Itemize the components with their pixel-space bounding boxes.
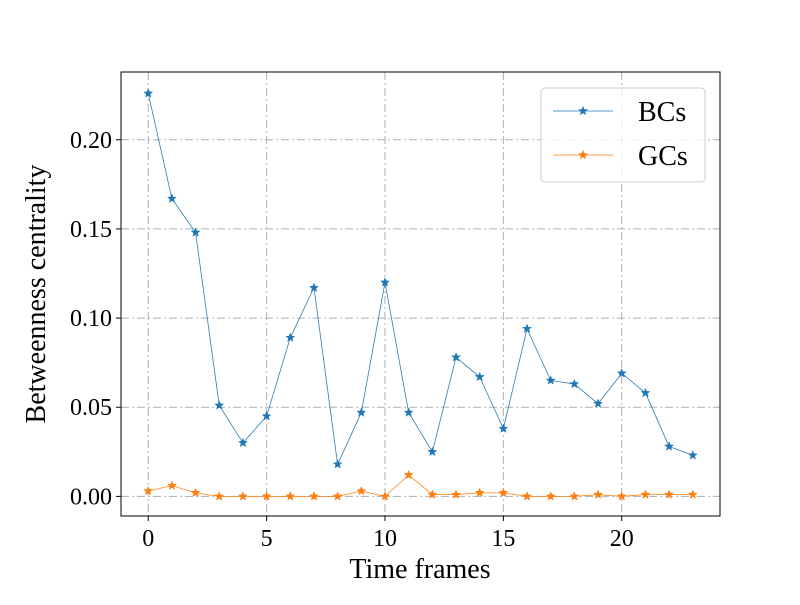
data-point-gcs — [403, 469, 414, 480]
data-point-gcs — [214, 491, 225, 501]
data-point-gcs — [569, 491, 580, 501]
data-point-gcs — [143, 485, 154, 496]
data-point-bcs — [474, 371, 485, 382]
y-tick-label: 0.05 — [70, 395, 112, 421]
legend-marker-bcs — [577, 105, 589, 116]
data-point-gcs — [261, 491, 272, 501]
data-point-bcs — [356, 407, 367, 417]
plot-area-frame — [120, 71, 721, 517]
data-point-gcs — [308, 491, 320, 501]
data-point-bcs — [569, 378, 580, 389]
x-tick-label: 0 — [142, 526, 154, 552]
data-point-gcs — [593, 489, 604, 499]
legend: BCs GCs — [540, 87, 706, 183]
series-line-bcs — [147, 93, 693, 465]
data-point-bcs — [143, 88, 154, 98]
data-point-bcs — [285, 332, 296, 342]
data-point-bcs — [450, 351, 462, 362]
data-point-gcs — [379, 491, 391, 501]
data-point-bcs — [498, 423, 509, 433]
data-point-bcs — [616, 368, 627, 378]
data-point-gcs — [332, 491, 343, 501]
data-point-bcs — [521, 323, 533, 334]
data-point-gcs — [545, 491, 556, 501]
data-point-gcs — [166, 480, 177, 490]
data-point-bcs — [403, 407, 414, 417]
data-point-bcs — [190, 227, 201, 237]
legend-label-bcs: BCs — [638, 97, 686, 128]
data-point-bcs — [427, 446, 438, 457]
data-point-gcs — [356, 485, 367, 496]
y-tick-label: 0.00 — [70, 484, 112, 510]
x-tick-label: 20 — [610, 526, 634, 552]
data-point-gcs — [427, 489, 438, 499]
data-point-bcs — [308, 282, 320, 293]
series-bcs — [143, 88, 698, 469]
x-axis-label: Time frames — [349, 554, 490, 585]
data-point-gcs — [285, 491, 296, 501]
data-point-bcs — [237, 437, 248, 448]
data-point-bcs — [593, 398, 604, 408]
data-point-gcs — [664, 489, 675, 499]
data-point-gcs — [474, 487, 485, 498]
data-point-gcs — [450, 489, 462, 499]
y-axis-label: Betweenness centrality — [21, 165, 52, 424]
legend-label-gcs: GCs — [638, 141, 688, 172]
data-point-gcs — [190, 487, 201, 498]
series-layer — [143, 88, 698, 501]
data-point-bcs — [261, 410, 272, 421]
x-tick-label: 5 — [261, 526, 273, 552]
data-point-gcs — [237, 491, 248, 501]
data-point-bcs — [166, 193, 177, 203]
data-point-bcs — [664, 441, 675, 451]
x-tick-label: 15 — [491, 526, 515, 552]
data-point-bcs — [379, 277, 391, 287]
y-tick-label: 0.10 — [70, 306, 112, 332]
data-point-gcs — [498, 487, 509, 498]
data-point-gcs — [521, 491, 533, 501]
data-point-bcs — [545, 375, 556, 385]
legend-entry-bcs: BCs — [553, 97, 686, 128]
data-point-gcs — [616, 491, 627, 501]
series-gcs — [143, 469, 698, 501]
series-line-gcs — [148, 474, 693, 497]
data-point-bcs — [214, 400, 225, 410]
axis-ticks: 0 5 10 15 20 0.00 0.05 0.10 0.15 0.20 — [70, 128, 634, 552]
data-point-bcs — [687, 450, 698, 460]
data-point-gcs — [687, 489, 698, 499]
y-tick-label: 0.15 — [70, 217, 112, 243]
data-point-bcs — [332, 458, 343, 469]
grid-lines — [121, 72, 720, 516]
data-point-bcs — [640, 387, 651, 398]
legend-marker-gcs — [577, 149, 589, 160]
y-tick-label: 0.20 — [70, 128, 112, 154]
x-tick-label: 10 — [373, 526, 397, 552]
legend-entry-gcs: GCs — [553, 141, 688, 172]
data-point-gcs — [640, 489, 651, 499]
